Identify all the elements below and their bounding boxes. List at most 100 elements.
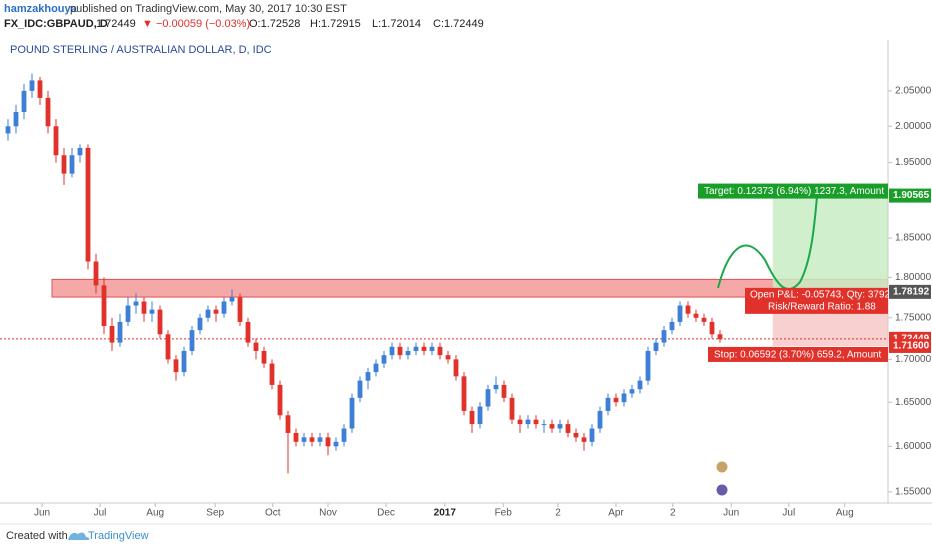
- candle-body: [93, 261, 99, 286]
- candle-body: [333, 441, 339, 447]
- candle-body: [365, 372, 371, 381]
- candle-body: [341, 428, 347, 442]
- chart-title: POUND STERLING / AUSTRALIAN DOLLAR, D, I…: [10, 44, 272, 56]
- candle-body: [269, 363, 275, 385]
- candle-body: [181, 350, 187, 373]
- x-tick-label: 2: [670, 508, 676, 519]
- candle-body: [229, 297, 235, 302]
- price-change: ▼ −0.00059 (−0.03%): [142, 18, 250, 30]
- candle-body: [661, 330, 667, 343]
- candle-body: [117, 321, 123, 343]
- symbol: FX_IDC:GBPAUD, D: [4, 18, 108, 30]
- y-tick-label: 1.60000: [895, 441, 932, 452]
- candle-body: [613, 397, 619, 403]
- candle-body: [533, 419, 539, 425]
- candle-body: [501, 384, 507, 398]
- candle-body: [645, 350, 651, 381]
- candle-body: [629, 389, 635, 394]
- candle-body: [29, 80, 35, 91]
- x-tick-label: Oct: [265, 508, 281, 519]
- candle-body: [693, 313, 699, 318]
- candle-body: [421, 346, 427, 351]
- candle-body: [389, 346, 395, 356]
- candle-body: [45, 97, 51, 127]
- x-tick-label: Feb: [495, 508, 513, 519]
- candle-body: [549, 424, 555, 429]
- candle-body: [77, 147, 83, 156]
- x-tick-label: Jul: [782, 508, 795, 519]
- candle-body: [405, 350, 411, 356]
- x-tick-label: Apr: [608, 508, 624, 519]
- label-box: [745, 287, 888, 314]
- candle-body: [637, 380, 643, 390]
- candle-body: [213, 309, 219, 314]
- candle-body: [469, 410, 475, 425]
- candle-body: [373, 363, 379, 373]
- candle-body: [461, 376, 467, 411]
- x-tick-label: Jun: [723, 508, 739, 519]
- y-tick-label: 1.65000: [895, 397, 932, 408]
- axis-tag-label: 1.71600: [893, 341, 930, 352]
- y-tick-label: 2.05000: [895, 86, 932, 97]
- candle-body: [357, 380, 363, 398]
- candle-body: [149, 309, 155, 314]
- candle-body: [141, 301, 147, 314]
- candle-body: [205, 309, 211, 318]
- event-flag[interactable]: [715, 483, 729, 497]
- x-tick-label: Jul: [94, 508, 107, 519]
- x-tick-label: 2: [555, 508, 561, 519]
- label-box: [698, 183, 888, 199]
- candle-body: [573, 432, 579, 438]
- footer-brand[interactable]: TradingView: [88, 530, 149, 542]
- candle-body: [13, 112, 19, 127]
- low: L:1.72014: [372, 18, 421, 30]
- axis-tag-label: 1.90565: [893, 190, 930, 201]
- candle-body: [677, 305, 683, 322]
- candle-body: [525, 419, 531, 425]
- candle-body: [517, 419, 523, 425]
- candle-body: [565, 424, 571, 433]
- x-tick-label: Aug: [836, 508, 854, 519]
- candle-body: [589, 428, 595, 442]
- y-tick-label: 1.80000: [895, 272, 932, 283]
- author[interactable]: hamzakhouya: [4, 3, 78, 15]
- close: C:1.72449: [433, 18, 484, 30]
- candle-body: [397, 346, 403, 356]
- position-label: Risk/Reward Ratio: 1.88: [768, 302, 876, 313]
- candle-body: [669, 321, 675, 331]
- x-tick-label: 2017: [434, 508, 457, 519]
- high: H:1.72915: [310, 18, 361, 30]
- axis-tag: [889, 338, 931, 353]
- open: O:1.72528: [249, 18, 300, 30]
- candle-body: [221, 301, 227, 314]
- candle-body: [541, 424, 547, 426]
- candle-body: [101, 285, 107, 327]
- target-area: [772, 195, 888, 292]
- candle-body: [709, 321, 715, 335]
- candle-body: [237, 297, 243, 322]
- event-flag[interactable]: [715, 460, 729, 474]
- candle-body: [557, 424, 563, 429]
- candle-body: [69, 155, 75, 174]
- candle-body: [349, 397, 355, 429]
- candle-body: [53, 126, 59, 156]
- candle-body: [125, 305, 131, 322]
- y-tick-label: 1.95000: [895, 157, 932, 168]
- candle-body: [485, 389, 491, 407]
- candle-body: [261, 350, 267, 364]
- candle-body: [445, 355, 451, 360]
- candle-body: [437, 346, 443, 356]
- candle-body: [717, 334, 723, 340]
- candle-body: [277, 384, 283, 416]
- y-tick-label: 1.85000: [895, 233, 932, 244]
- candle-body: [61, 155, 67, 174]
- candle-body: [109, 326, 115, 343]
- candle-body: [701, 317, 707, 322]
- candle-body: [381, 355, 387, 364]
- candle-body: [301, 437, 307, 442]
- candle-body: [453, 359, 459, 377]
- plot: [0, 73, 892, 507]
- candle-body: [21, 90, 27, 113]
- logo: [68, 532, 90, 540]
